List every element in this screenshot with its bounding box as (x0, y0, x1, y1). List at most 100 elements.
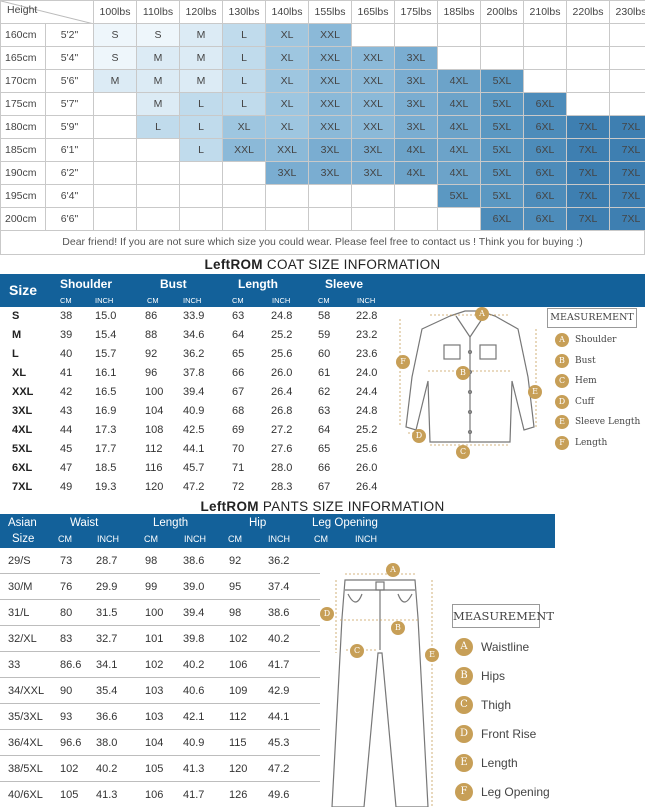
table-corner: Height (0, 0, 94, 24)
measurement-value: 44.1 (268, 711, 290, 723)
measurement-value: 38.0 (96, 737, 118, 749)
size-cell: 7XL (566, 207, 610, 231)
measurement-value: 106 (229, 659, 248, 671)
measurement-value: 116 (145, 462, 163, 474)
measurement-value: 39.8 (183, 633, 205, 645)
size-cell: L (179, 92, 223, 116)
measurement-value: 64 (232, 329, 245, 341)
size-cell: XL (265, 115, 309, 139)
size-cell: 3XL (394, 92, 438, 116)
diagram-marker-icon: A (386, 563, 400, 577)
size-cell: 4XL (437, 69, 481, 93)
table-row: S 38 15.0 86 33.9 63 24.8 58 22.8 (0, 307, 390, 326)
size-cell (566, 92, 610, 116)
legend-label: Bust (575, 355, 596, 366)
measurement-value: 67 (232, 386, 245, 398)
table-row: 30/M 76 29.9 99 39.0 95 37.4 (0, 574, 320, 600)
measurement-value: 103 (145, 711, 164, 723)
size-cell: L (136, 115, 180, 139)
measurement-value: 15.0 (95, 310, 117, 322)
diagram-marker-icon: D (412, 429, 426, 443)
measurement-value: 102 (229, 633, 248, 645)
diagram-marker-icon: B (456, 366, 470, 380)
height-ft: 6'6" (45, 207, 94, 231)
size-cell (308, 184, 352, 208)
size-cell (265, 184, 309, 208)
measurement-value: 106 (145, 789, 164, 801)
measurement-value: 115 (229, 737, 247, 749)
measurement-value: 26.4 (271, 386, 293, 398)
measurement-value: 41 (60, 367, 73, 379)
measurement-value: 104 (145, 737, 164, 749)
measurement-value: 42.9 (268, 685, 290, 697)
size-cell: 3XL (308, 138, 352, 162)
height-cm: 170cm (0, 69, 46, 93)
height-weight-table: Height 100lbs 110lbs 120lbs 130lbs 140lbs 155… (0, 0, 645, 231)
measurement-value: 36.2 (183, 348, 205, 360)
size-cell (93, 184, 137, 208)
legend-label: Shoulder (575, 335, 617, 345)
size-label: 3XL (12, 405, 33, 417)
size-cell: 7XL (566, 138, 610, 162)
size-cell: 3XL (265, 161, 309, 185)
measurement-value: 95 (229, 581, 242, 593)
coat-header-size: Size (9, 282, 38, 298)
coat-header-bust: Bust (160, 277, 187, 291)
legend-label: Leg Opening (481, 785, 550, 799)
measurement-value: 40.6 (183, 685, 205, 697)
table-row: 33 86.6 34.1 102 40.2 106 41.7 (0, 652, 320, 678)
size-cell: 6XL (523, 115, 567, 139)
size-cell: M (179, 46, 223, 70)
size-cell: M (179, 69, 223, 93)
size-cell: M (136, 92, 180, 116)
measurement-value: 24.4 (356, 386, 378, 398)
size-cell (93, 138, 137, 162)
size-cell (394, 184, 438, 208)
size-cell (566, 23, 610, 47)
measurement-value: 101 (145, 633, 164, 645)
table-row: 185cm 6'1" L XXL XXL 3XL 3XL 4XL 4XL 5XL 6XL 7XL 7XL (0, 138, 645, 162)
coat-sub-cm: CM (318, 296, 330, 305)
measurement-value: 42.5 (183, 424, 205, 436)
size-cell: S (136, 23, 180, 47)
measurement-value: 40.9 (183, 405, 205, 417)
measurement-value: 102 (145, 659, 164, 671)
size-label: 5XL (12, 443, 33, 455)
contact-note: Dear friend! If you are not sure which s… (0, 231, 645, 255)
table-row: 5XL 45 17.7 112 44.1 70 27.6 65 25.6 (0, 440, 390, 459)
pants-title-brand: LeftROM (200, 499, 259, 514)
table-row: 165cm 5'4" S M M L XL XXL XXL 3XL (0, 46, 645, 70)
measurement-value: 92 (145, 348, 158, 360)
letter-badge-icon: E (455, 754, 473, 772)
size-cell: 4XL (437, 138, 481, 162)
size-label: 29/S (8, 555, 31, 567)
pants-header-waist: Waist (70, 517, 99, 529)
size-cell (394, 207, 438, 231)
diagram-marker-icon: A (475, 307, 489, 321)
measurement-value: 24.8 (271, 310, 293, 322)
size-cell (480, 23, 524, 47)
size-cell (480, 46, 524, 70)
size-label: 35/3XL (8, 711, 43, 723)
size-cell: S (93, 46, 137, 70)
pants-header-hip: Hip (249, 517, 267, 529)
size-cell: M (93, 69, 137, 93)
size-cell (351, 184, 395, 208)
size-cell: L (179, 115, 223, 139)
size-label: 30/M (8, 581, 33, 593)
measurement-value: 38.6 (183, 555, 205, 567)
size-cell (394, 23, 438, 47)
size-cell (222, 207, 266, 231)
measurement-value: 34.1 (96, 659, 118, 671)
pants-sub-inch: INCH (268, 534, 290, 544)
size-cell: 7XL (609, 184, 645, 208)
size-cell: 4XL (437, 92, 481, 116)
size-cell: 7XL (566, 115, 610, 139)
size-label: 7XL (12, 481, 33, 493)
measurement-value: 39.4 (183, 386, 205, 398)
diagram-marker-icon: E (425, 648, 439, 662)
size-cell: 3XL (394, 115, 438, 139)
diagonal-divider (1, 1, 91, 23)
pants-sub-cm: CM (58, 534, 72, 544)
height-ft: 5'4" (45, 46, 94, 70)
